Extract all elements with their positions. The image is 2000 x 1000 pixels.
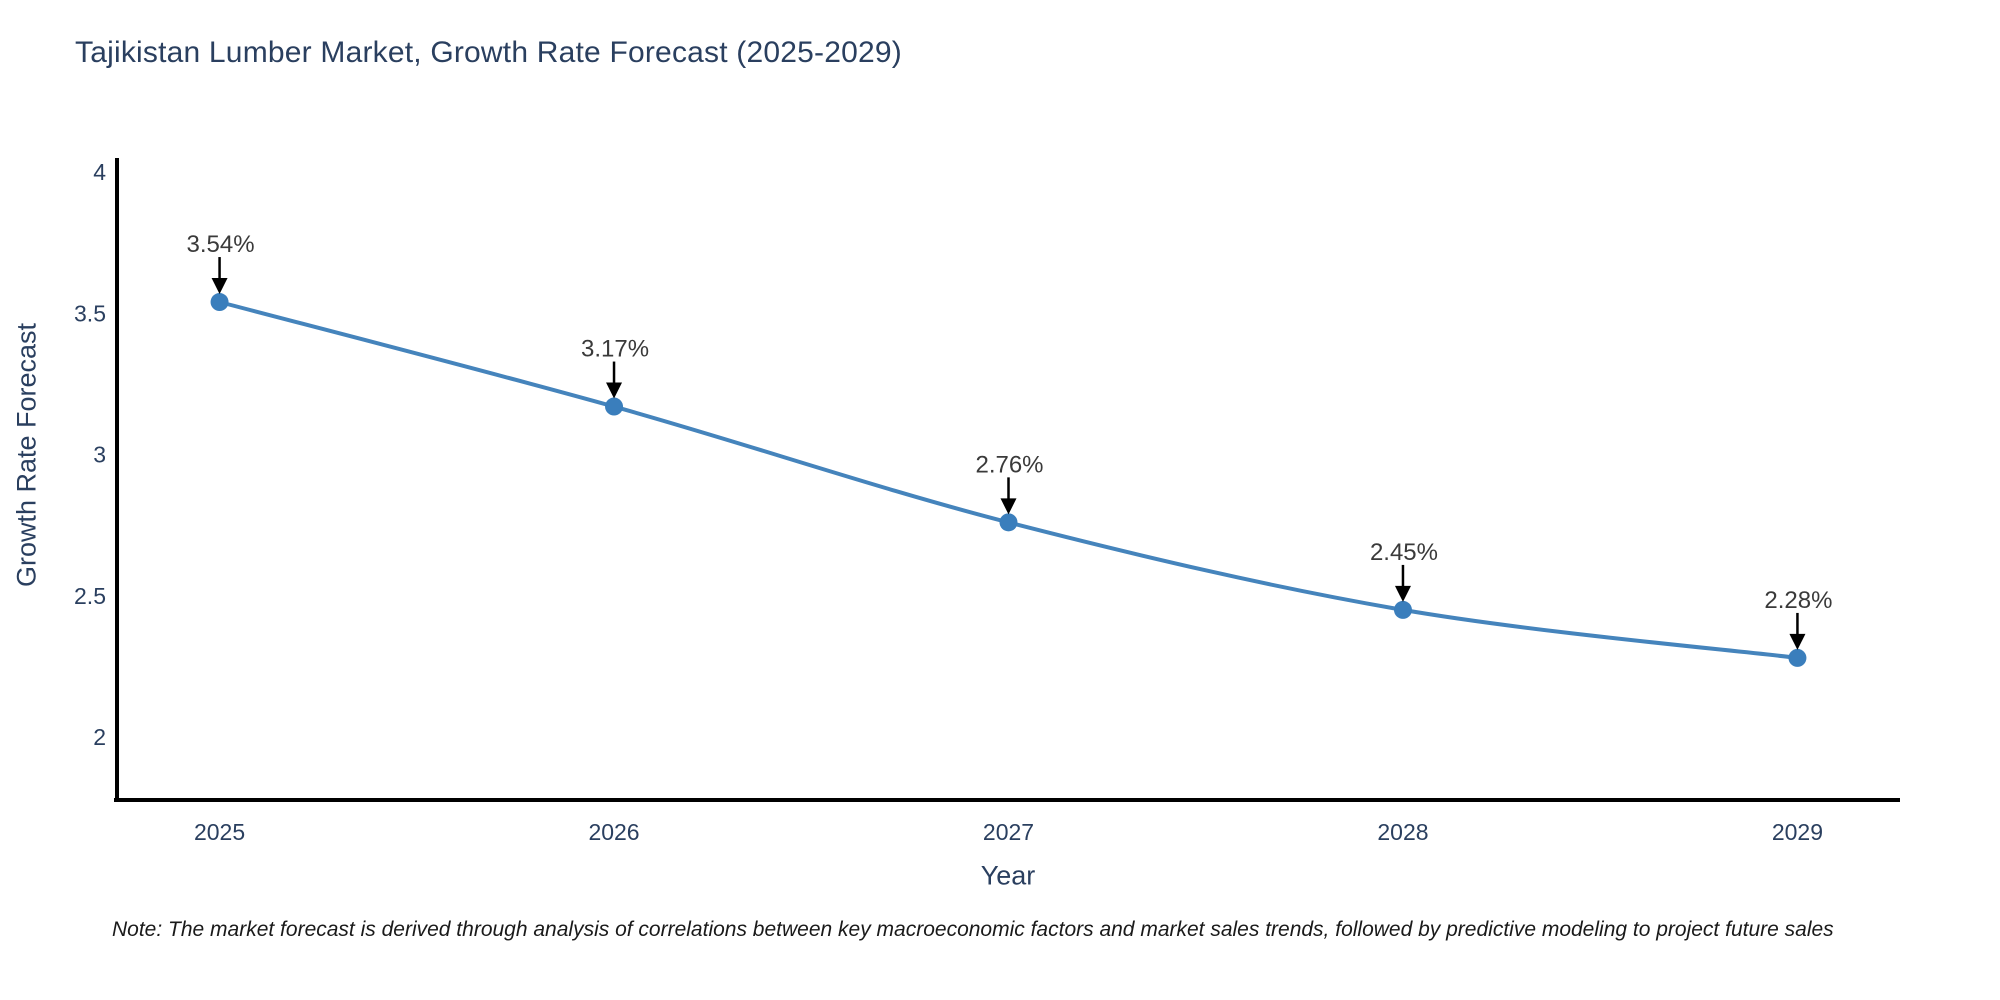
data-point-label: 2.76%: [975, 451, 1043, 478]
y-tick-label: 2: [93, 724, 106, 750]
y-tick-label: 4: [93, 159, 106, 185]
x-tick-label: 2026: [588, 819, 639, 845]
annotation-arrowhead: [1394, 585, 1411, 602]
data-point-marker: [999, 513, 1018, 532]
footnote: Note: The market forecast is derived thr…: [112, 918, 1834, 941]
y-tick-label: 3.5: [74, 300, 106, 326]
x-tick-label: 2029: [1772, 819, 1823, 845]
x-axis-title: Year: [980, 860, 1036, 891]
data-point-marker: [605, 397, 624, 416]
y-tick-label: 3: [93, 442, 106, 468]
y-axis-title: Growth Rate Forecast: [11, 322, 42, 588]
x-tick-label: 2028: [1377, 819, 1428, 845]
data-point-marker: [1788, 648, 1807, 667]
data-point-marker: [210, 293, 229, 312]
chart-title: Tajikistan Lumber Market, Growth Rate Fo…: [75, 36, 902, 69]
annotation-arrowhead: [1789, 633, 1806, 650]
annotation-arrowhead: [1000, 498, 1017, 515]
annotation-arrowhead: [211, 278, 228, 295]
data-point-label: 3.54%: [187, 231, 255, 258]
data-point-label: 3.17%: [581, 336, 649, 363]
annotation-arrowhead: [606, 382, 623, 399]
x-tick-label: 2027: [983, 819, 1034, 845]
data-point-marker: [1393, 600, 1412, 619]
data-point-label: 2.28%: [1764, 587, 1832, 614]
data-point-label: 2.45%: [1370, 539, 1438, 566]
x-tick-label: 2025: [194, 819, 245, 845]
y-tick-label: 2.5: [74, 583, 106, 609]
